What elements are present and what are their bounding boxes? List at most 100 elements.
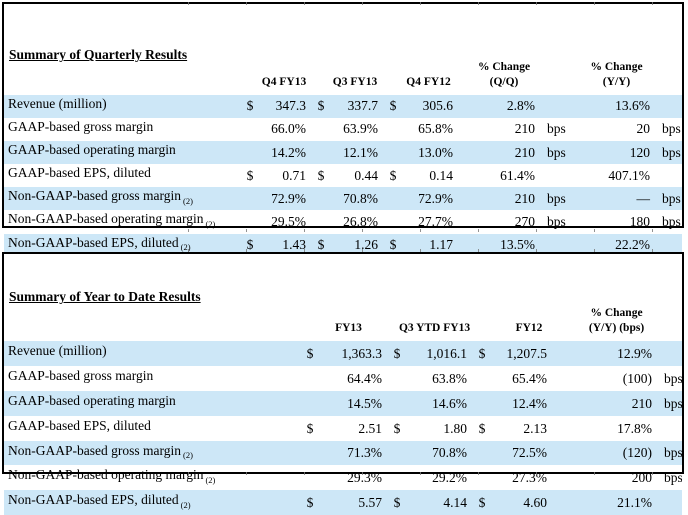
value-cell: 63.9% — [343, 121, 378, 137]
value-cell: 29.5% — [271, 213, 306, 229]
currency-cell: $ — [389, 167, 397, 183]
unit-cell: bps — [662, 213, 681, 229]
value-cell: 337.7 — [332, 95, 382, 119]
table-row: GAAP-based gross margin 66.0% 63.9% 65.8… — [4, 118, 682, 141]
row-label: Revenue (million) — [8, 96, 107, 111]
footnote-marker: (2) — [182, 196, 193, 207]
currency-cell: $ — [306, 420, 314, 436]
unit-cell — [656, 341, 683, 366]
row-label: Revenue (million) — [8, 343, 107, 358]
footnote-marker: (2) — [205, 219, 216, 230]
column-header-q3fy13: Q3 FY13 — [332, 76, 378, 89]
currency-cell: $ — [382, 95, 404, 119]
row-label: GAAP-based EPS, diluted — [8, 417, 151, 433]
row-label: GAAP-based gross margin — [8, 367, 154, 383]
currency-cell — [299, 390, 321, 416]
value-cell: 305.6 — [404, 95, 457, 119]
change-yy-cell: 21.1% — [551, 490, 657, 515]
value-cell: 63.8% — [432, 370, 468, 386]
currency-cell: $ — [471, 341, 494, 366]
change-yy-cell: 210 — [551, 390, 657, 416]
change-yy-cell: 20 — [636, 121, 651, 137]
footnote-marker: (2) — [180, 242, 191, 253]
row-label-cell: GAAP-based operating margin — [4, 141, 240, 165]
currency-cell — [386, 390, 408, 416]
column-header-fy12: FY12 — [515, 322, 543, 335]
unit-cell: bps — [656, 440, 683, 466]
row-label: Non-GAAP-based operating margin — [8, 211, 204, 227]
unit-cell — [539, 95, 580, 119]
change-yy-cell: — — [579, 187, 655, 211]
currency-cell: $ — [240, 95, 260, 119]
unit-cell — [654, 95, 683, 119]
change-qq-cell: 210 — [514, 121, 535, 137]
row-label-cell: Non-GAAP-based operating margin (2) — [4, 465, 299, 490]
unit-cell: bps — [547, 121, 566, 137]
row-label-cell: Non-GAAP-based gross margin (2) — [4, 440, 299, 466]
currency-cell — [310, 141, 332, 165]
unit-cell: bps — [539, 187, 580, 211]
value-cell: 26.8% — [343, 213, 378, 229]
row-label: Non-GAAP-based gross margin — [8, 442, 181, 458]
value-cell: 27.7% — [418, 213, 453, 229]
row-label-cell: Non-GAAP-based operating margin (2) — [4, 210, 240, 233]
column-header-change-qq: % Change (Q/Q) — [477, 61, 531, 89]
gridline-stubs — [188, 2, 662, 5]
value-cell: 347.3 — [260, 95, 310, 119]
unit-cell: bps — [654, 141, 683, 165]
row-label: Non-GAAP-based EPS, diluted — [8, 234, 179, 250]
change-yy-cell: 200 — [631, 470, 653, 486]
footnote-marker: (2) — [180, 500, 191, 511]
value-cell: 14.2% — [260, 141, 310, 165]
value-cell: 0.71 — [282, 167, 306, 183]
row-label-cell: Non-GAAP-based gross margin (2) — [4, 187, 240, 211]
currency-cell — [382, 118, 404, 141]
value-cell: 4.14 — [408, 490, 472, 515]
value-cell: 1,207.5 — [493, 341, 552, 366]
value-cell: 12.1% — [332, 141, 382, 165]
unit-cell: bps — [654, 187, 683, 211]
footnote-marker: (2) — [205, 475, 216, 486]
row-label: GAAP-based EPS, diluted — [8, 165, 151, 181]
currency-cell — [240, 187, 260, 211]
currency-cell: $ — [478, 420, 486, 436]
value-cell: 29.2% — [432, 470, 468, 486]
table-row: Non-GAAP-based EPS, diluted (2) $ 5.57 $ … — [4, 490, 683, 515]
currency-cell — [471, 366, 493, 391]
value-cell: 65.4% — [512, 370, 548, 386]
table-row: GAAP-based gross margin 64.4% 63.8% 65.4… — [4, 366, 682, 391]
currency-cell — [310, 187, 332, 211]
row-label-cell: Non-GAAP-based EPS, diluted (2) — [4, 233, 240, 257]
value-cell: 14.5% — [321, 390, 386, 416]
unit-cell: bps — [664, 470, 683, 486]
unit-cell — [656, 416, 682, 441]
unit-cell — [654, 164, 682, 187]
currency-cell — [240, 141, 260, 165]
value-cell: 0.44 — [354, 167, 378, 183]
quarterly-results-section: Summary of Quarterly Results Q4 FY13 Q3 … — [2, 2, 684, 257]
table-row: GAAP-based operating margin 14.5% 14.6% … — [4, 390, 683, 416]
change-yy-cell: 180 — [629, 213, 651, 229]
currency-cell: $ — [299, 490, 321, 515]
currency-cell — [240, 118, 260, 141]
row-label-cell: GAAP-based gross margin — [4, 366, 299, 391]
currency-cell — [299, 440, 321, 466]
currency-cell — [386, 366, 408, 391]
change-yy-cell: (120) — [551, 440, 657, 466]
change-qq-cell: 210 — [457, 141, 539, 165]
change-qq-cell: 210 — [457, 187, 539, 211]
currency-cell — [471, 390, 494, 416]
table-row: Non-GAAP-based operating margin (2) 29.5%… — [4, 210, 682, 233]
column-header-fy13: FY13 — [335, 322, 362, 335]
unit-cell: bps — [656, 390, 683, 416]
row-label-cell: Revenue (million) — [4, 95, 240, 119]
value-cell: 72.9% — [260, 187, 310, 211]
row-label-cell: GAAP-based EPS, diluted — [4, 416, 299, 441]
currency-cell: $ — [310, 95, 332, 119]
header-row: FY13 Q3 YTD FY13 FY12 % Change (Y/Y) (bp… — [4, 300, 682, 341]
currency-cell — [382, 187, 404, 211]
quarterly-results-table: Q4 FY13 Q3 FY13 Q4 FY12 % Change (Q/Q) %… — [4, 54, 683, 257]
table-row: Revenue (million) $ 1,363.3 $ 1,016.1 $ … — [4, 341, 683, 366]
currency-cell: $ — [393, 420, 401, 436]
value-cell: 4.60 — [493, 490, 552, 515]
